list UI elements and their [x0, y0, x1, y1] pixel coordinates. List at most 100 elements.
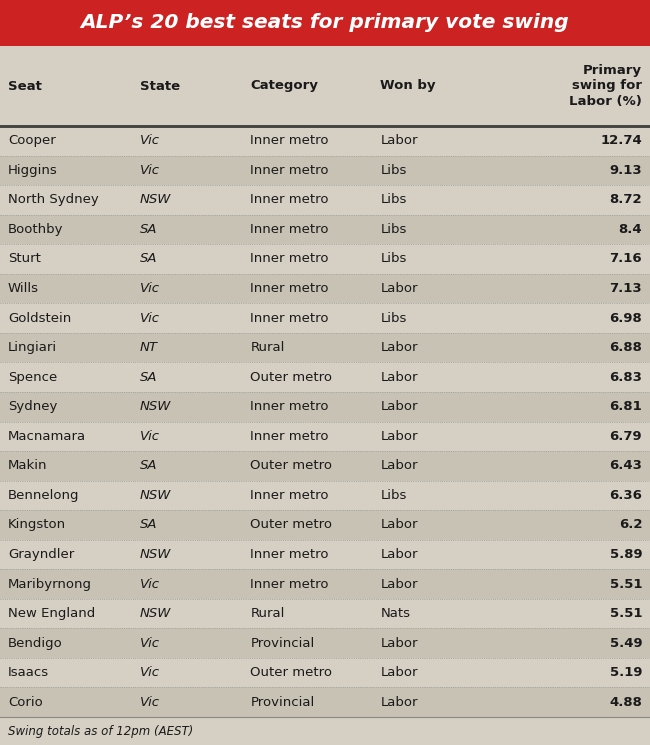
Bar	[0, 688, 650, 717]
Text: Labor: Labor	[380, 400, 418, 413]
Text: Vic: Vic	[140, 311, 160, 325]
Text: 6.83: 6.83	[609, 371, 642, 384]
Text: Libs: Libs	[380, 253, 407, 265]
Text: Isaacs: Isaacs	[8, 666, 49, 679]
Bar	[0, 599, 650, 628]
Bar	[0, 215, 650, 244]
Bar	[0, 362, 650, 392]
Text: 6.36: 6.36	[609, 489, 642, 502]
Text: Won by: Won by	[380, 80, 436, 92]
Text: Labor: Labor	[380, 460, 418, 472]
Text: 5.51: 5.51	[610, 577, 642, 591]
Text: North Sydney: North Sydney	[8, 194, 99, 206]
Text: Sturt: Sturt	[8, 253, 41, 265]
Text: Outer metro: Outer metro	[250, 666, 332, 679]
Text: 6.79: 6.79	[610, 430, 642, 443]
Bar	[0, 303, 650, 333]
Text: Labor: Labor	[380, 519, 418, 531]
Bar	[0, 569, 650, 599]
Text: SA: SA	[140, 371, 157, 384]
Text: Libs: Libs	[380, 164, 407, 177]
Text: Vic: Vic	[140, 666, 160, 679]
Bar	[0, 46, 650, 126]
Text: Vic: Vic	[140, 430, 160, 443]
Text: Labor: Labor	[380, 637, 418, 650]
Text: Rural: Rural	[250, 341, 285, 354]
Text: Macnamara: Macnamara	[8, 430, 86, 443]
Text: Labor: Labor	[380, 371, 418, 384]
Bar	[0, 185, 650, 215]
Text: 5.19: 5.19	[610, 666, 642, 679]
Bar	[0, 244, 650, 273]
Text: Labor: Labor	[380, 341, 418, 354]
Text: Libs: Libs	[380, 489, 407, 502]
Text: State: State	[140, 80, 180, 92]
Text: Inner metro: Inner metro	[250, 223, 329, 236]
Text: 6.98: 6.98	[610, 311, 642, 325]
Text: Seat: Seat	[8, 80, 42, 92]
Text: Outer metro: Outer metro	[250, 371, 332, 384]
Text: SA: SA	[140, 519, 157, 531]
Text: ALP’s 20 best seats for primary vote swing: ALP’s 20 best seats for primary vote swi…	[81, 13, 569, 33]
Text: 9.13: 9.13	[610, 164, 642, 177]
Text: NT: NT	[140, 341, 158, 354]
Text: Inner metro: Inner metro	[250, 134, 329, 148]
Text: Libs: Libs	[380, 223, 407, 236]
Bar	[0, 539, 650, 569]
Text: Labor: Labor	[380, 282, 418, 295]
Text: Vic: Vic	[140, 164, 160, 177]
Text: 7.13: 7.13	[610, 282, 642, 295]
Text: 5.89: 5.89	[610, 548, 642, 561]
Bar	[0, 273, 650, 303]
Bar	[0, 156, 650, 185]
Text: Bendigo: Bendigo	[8, 637, 62, 650]
Bar	[0, 0, 650, 46]
Text: Inner metro: Inner metro	[250, 311, 329, 325]
Text: Makin: Makin	[8, 460, 47, 472]
Text: Labor: Labor	[380, 548, 418, 561]
Bar	[0, 333, 650, 362]
Text: 5.49: 5.49	[610, 637, 642, 650]
Text: NSW: NSW	[140, 607, 171, 620]
Bar	[0, 481, 650, 510]
Text: Cooper: Cooper	[8, 134, 55, 148]
Text: Labor: Labor	[380, 666, 418, 679]
Text: NSW: NSW	[140, 400, 171, 413]
Bar	[0, 510, 650, 539]
Text: 5.51: 5.51	[610, 607, 642, 620]
Text: NSW: NSW	[140, 548, 171, 561]
Text: Sydney: Sydney	[8, 400, 57, 413]
Text: Inner metro: Inner metro	[250, 253, 329, 265]
Text: Inner metro: Inner metro	[250, 489, 329, 502]
Text: Vic: Vic	[140, 637, 160, 650]
Text: 6.88: 6.88	[609, 341, 642, 354]
Bar	[0, 422, 650, 451]
Text: NSW: NSW	[140, 489, 171, 502]
Text: SA: SA	[140, 460, 157, 472]
Text: Vic: Vic	[140, 577, 160, 591]
Text: Maribyrnong: Maribyrnong	[8, 577, 92, 591]
Text: Higgins: Higgins	[8, 164, 58, 177]
Text: 12.74: 12.74	[601, 134, 642, 148]
Text: Inner metro: Inner metro	[250, 430, 329, 443]
Bar	[0, 658, 650, 688]
Bar	[0, 628, 650, 658]
Text: Category: Category	[250, 80, 318, 92]
Text: SA: SA	[140, 253, 157, 265]
Text: Labor: Labor	[380, 134, 418, 148]
Text: 4.88: 4.88	[609, 696, 642, 708]
Text: 7.16: 7.16	[610, 253, 642, 265]
Text: Inner metro: Inner metro	[250, 164, 329, 177]
Bar	[0, 126, 650, 156]
Text: Corio: Corio	[8, 696, 42, 708]
Text: Labor: Labor	[380, 696, 418, 708]
Text: Provincial: Provincial	[250, 637, 315, 650]
Text: New England: New England	[8, 607, 95, 620]
Text: Labor: Labor	[380, 577, 418, 591]
Text: Goldstein: Goldstein	[8, 311, 71, 325]
Text: Vic: Vic	[140, 696, 160, 708]
Bar	[0, 392, 650, 422]
Text: Swing totals as of 12pm (AEST): Swing totals as of 12pm (AEST)	[8, 724, 193, 738]
Text: Provincial: Provincial	[250, 696, 315, 708]
Text: Primary
swing for
Labor (%): Primary swing for Labor (%)	[569, 64, 642, 108]
